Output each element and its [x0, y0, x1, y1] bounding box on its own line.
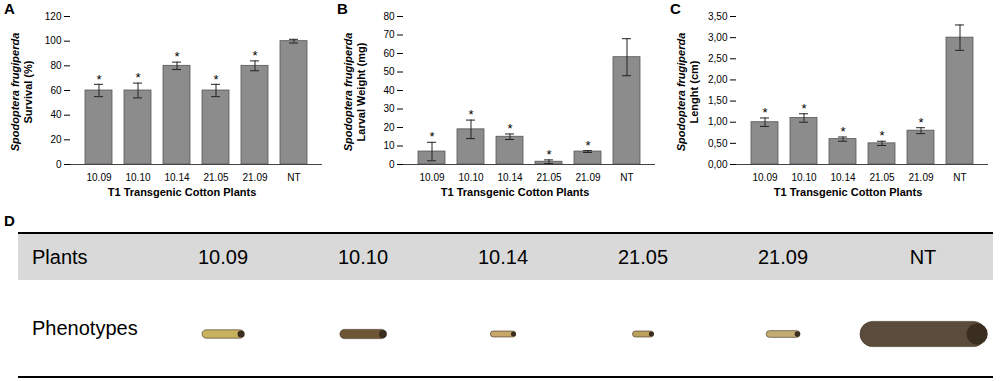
svg-text:10: 10 — [383, 140, 395, 151]
html-text:Phenotypes: Phenotypes — [32, 316, 138, 339]
svg-text:*: * — [252, 48, 257, 63]
svg-text:NT: NT — [953, 172, 966, 183]
svg-text:100: 100 — [45, 35, 62, 46]
svg-text:80: 80 — [50, 60, 62, 71]
html-text:B: B — [337, 0, 348, 17]
html-text:T1 Transgenic Cotton Plants: T1 Transgenic Cotton Plants — [440, 186, 590, 198]
svg-text:10.09: 10.09 — [752, 172, 777, 183]
svg-text:120: 120 — [45, 11, 62, 22]
html-text:Spodoptera frugiperda: Spodoptera frugiperda — [675, 32, 687, 152]
svg-text:10.10: 10.10 — [458, 172, 483, 183]
svg-text:*: * — [174, 49, 179, 64]
svg-text:20: 20 — [50, 134, 62, 145]
svg-text:0,00: 0,00 — [708, 159, 728, 170]
svg-text:10.14: 10.14 — [497, 172, 522, 183]
html-text:21.05: 21.05 — [618, 245, 668, 268]
svg-text:30: 30 — [383, 103, 395, 114]
svg-text:*: * — [213, 71, 218, 86]
svg-text:21.09: 21.09 — [242, 172, 267, 183]
html-text:10.14: 10.14 — [478, 245, 528, 268]
svg-text:21.05: 21.05 — [869, 172, 894, 183]
svg-text:0: 0 — [56, 159, 62, 170]
svg-text:10.10: 10.10 — [125, 172, 150, 183]
svg-text:*: * — [840, 124, 845, 139]
svg-text:10.09: 10.09 — [86, 172, 111, 183]
svg-text:10.14: 10.14 — [164, 172, 189, 183]
html-text:Spodoptera frugiperda: Spodoptera frugiperda — [9, 32, 21, 152]
svg-text:*: * — [801, 101, 806, 116]
svg-text:50: 50 — [383, 66, 395, 77]
svg-text:*: * — [96, 71, 101, 86]
html-text:D: D — [4, 212, 15, 229]
svg-text:10.14: 10.14 — [830, 172, 855, 183]
svg-text:21.05: 21.05 — [203, 172, 228, 183]
svg-text:3,50: 3,50 — [708, 11, 728, 22]
html-text:T1 Transgenic Cotton Plants: T1 Transgenic Cotton Plants — [773, 186, 923, 198]
svg-text:10.10: 10.10 — [791, 172, 816, 183]
html-text:Lenght (cm): Lenght (cm) — [688, 60, 700, 124]
html-text:10.09: 10.09 — [198, 245, 248, 268]
html-text:21.09: 21.09 — [758, 245, 808, 268]
html-text:C: C — [670, 0, 681, 17]
svg-text:40: 40 — [50, 109, 62, 120]
svg-text:0,50: 0,50 — [708, 138, 728, 149]
svg-text:0: 0 — [389, 159, 395, 170]
svg-text:*: * — [879, 128, 884, 143]
svg-text:20: 20 — [383, 122, 395, 133]
svg-text:*: * — [135, 70, 140, 85]
svg-text:*: * — [546, 147, 551, 162]
svg-text:*: * — [468, 107, 473, 122]
svg-text:*: * — [585, 138, 590, 153]
html-text:T1 Transgenic Cotton Plants: T1 Transgenic Cotton Plants — [107, 186, 257, 198]
html-text:Spodoptera frugiperda: Spodoptera frugiperda — [342, 32, 354, 152]
svg-text:60: 60 — [383, 48, 395, 59]
svg-text:1,00: 1,00 — [708, 116, 728, 127]
svg-text:2,50: 2,50 — [708, 53, 728, 64]
svg-text:2,00: 2,00 — [708, 74, 728, 85]
svg-text:21.05: 21.05 — [536, 172, 561, 183]
svg-text:40: 40 — [383, 85, 395, 96]
svg-text:70: 70 — [383, 29, 395, 40]
svg-text:*: * — [507, 121, 512, 136]
svg-text:10.09: 10.09 — [419, 172, 444, 183]
html-text:Larval Weight (mg): Larval Weight (mg) — [355, 42, 367, 142]
svg-text:NT: NT — [287, 172, 300, 183]
svg-text:60: 60 — [50, 85, 62, 96]
html-text:A: A — [4, 0, 15, 17]
svg-text:1,50: 1,50 — [708, 95, 728, 106]
svg-text:3,00: 3,00 — [708, 32, 728, 43]
html-text:10.10: 10.10 — [338, 245, 388, 268]
svg-text:*: * — [762, 105, 767, 120]
svg-text:21.09: 21.09 — [908, 172, 933, 183]
html-text:NT: NT — [909, 245, 937, 268]
svg-text:*: * — [918, 115, 923, 130]
html-text:Survival (%): Survival (%) — [22, 60, 34, 124]
svg-text:NT: NT — [620, 172, 633, 183]
html-text:Plants: Plants — [32, 245, 88, 268]
svg-text:21.09: 21.09 — [575, 172, 600, 183]
svg-text:80: 80 — [383, 11, 395, 22]
svg-text:*: * — [429, 129, 434, 144]
